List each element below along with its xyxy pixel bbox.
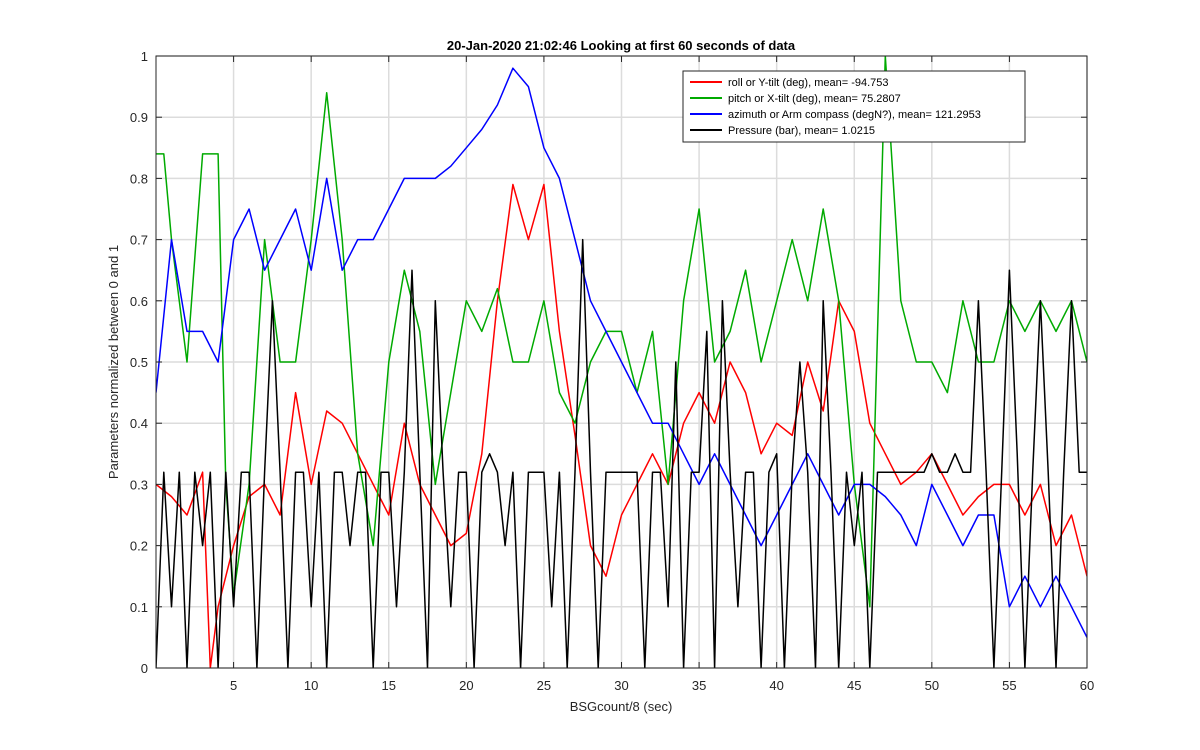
y-tick-label: 0 (141, 661, 148, 676)
x-tick-label: 50 (925, 678, 939, 693)
y-tick-label: 1 (141, 49, 148, 64)
legend-entry-3: Pressure (bar), mean= 1.0215 (728, 125, 875, 137)
legend-box (682, 70, 1026, 143)
legend-entry-0: roll or Y-tilt (deg), mean= -94.753 (728, 77, 889, 89)
y-tick-label: 0.5 (130, 355, 148, 370)
x-tick-label: 25 (537, 678, 551, 693)
x-axis-label: BSGcount/8 (sec) (570, 699, 673, 714)
series-line-2 (156, 67, 1087, 638)
y-tick-label: 0.9 (130, 110, 148, 125)
y-axis-label: Parameters normalized between 0 and 1 (106, 245, 121, 479)
x-tick-label: 15 (382, 678, 396, 693)
series-line-0 (156, 183, 1087, 668)
y-tick-label: 0.7 (130, 233, 148, 248)
x-tick-label: 60 (1080, 678, 1094, 693)
y-tick-label: 0.1 (130, 600, 148, 615)
legend-entry-2: azimuth or Arm compass (degN?), mean= 12… (728, 109, 981, 121)
y-tick-label: 0.8 (130, 171, 148, 186)
chart-title: 20-Jan-2020 21:02:46 Looking at first 60… (447, 38, 796, 53)
series-line-3 (156, 238, 1087, 668)
x-tick-label: 45 (847, 678, 861, 693)
x-tick-label: 5 (230, 678, 237, 693)
axis-ticks (156, 55, 1088, 669)
y-tick-label: 0.6 (130, 294, 148, 309)
x-tick-labels: 5 10 15 20 25 30 35 40 45 50 55 60 (230, 678, 1094, 693)
x-tick-label: 40 (769, 678, 783, 693)
legend-entry-1: pitch or X-tilt (deg), mean= 75.2807 (728, 93, 901, 105)
y-tick-label: 0.3 (130, 477, 148, 492)
y-tick-label: 0.2 (130, 539, 148, 554)
series-layer (156, 56, 1087, 668)
x-tick-label: 10 (304, 678, 318, 693)
x-tick-label: 35 (692, 678, 706, 693)
x-tick-label: 20 (459, 678, 473, 693)
y-tick-labels: 0 0.1 0.2 0.3 0.4 0.5 0.6 0.7 0.8 0.9 1 (130, 49, 148, 676)
x-tick-label: 30 (614, 678, 628, 693)
x-tick-label: 55 (1002, 678, 1016, 693)
y-tick-label: 0.4 (130, 416, 148, 431)
legend: roll or Y-tilt (deg), mean= -94.753 pitch… (682, 70, 1026, 143)
